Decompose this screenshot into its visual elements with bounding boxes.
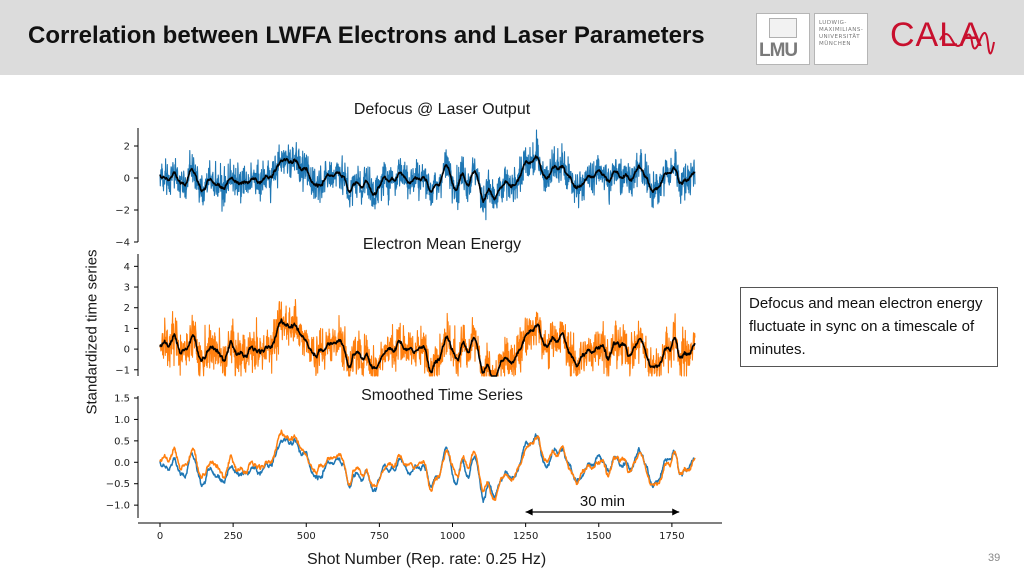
lmu-wordmark: LUDWIG- MAXIMILIANS- UNIVERSITÄT MÜNCHEN: [814, 13, 868, 65]
x-tick-label-2: 500: [297, 531, 316, 542]
x-tick-label-4: 1000: [440, 531, 465, 542]
lmu-logo-text: LMU: [759, 40, 798, 61]
y-tick-label-0-2: −2: [115, 206, 130, 217]
x-axis-label: Shot Number (Rep. rate: 0.25 Hz): [307, 551, 547, 568]
y-tick-label-1-4: 0: [124, 345, 130, 356]
series-energy-raw: [159, 298, 696, 377]
annotation-arrowhead-right: [672, 508, 680, 516]
cala-logo: CALA: [890, 16, 995, 55]
y-tick-label-0-0: 2: [124, 142, 130, 153]
panel-title-1: Electron Mean Energy: [363, 236, 521, 253]
y-tick-label-2-3: 0.0: [114, 458, 130, 469]
lmu-logo: LMU: [756, 13, 810, 65]
x-tick-label-1: 250: [224, 531, 243, 542]
y-tick-label-2-0: 1.5: [114, 394, 130, 405]
series-energy-smoothed: [159, 318, 696, 377]
x-tick-label-5: 1250: [513, 531, 538, 542]
x-tick-label-3: 750: [370, 531, 389, 542]
page-number: 39: [988, 552, 1001, 564]
series-defocus-raw: [159, 129, 696, 221]
y-tick-label-1-0: 4: [124, 262, 130, 273]
y-axis-label: Standardized time series: [83, 249, 101, 415]
lmu-word-3: UNIVERSITÄT: [819, 34, 861, 40]
y-tick-label-2-2: 0.5: [114, 436, 130, 447]
y-tick-label-0-1: 0: [124, 174, 130, 185]
series-smoothed-energy: [159, 429, 696, 501]
y-tick-label-2-4: −0.5: [106, 479, 130, 490]
series-defocus-smoothed: [159, 155, 696, 203]
panel-title-2: Smoothed Time Series: [361, 387, 523, 404]
page-title: Correlation between LWFA Electrons and L…: [28, 22, 705, 49]
y-tick-label-1-3: 1: [124, 324, 130, 335]
lmu-word-2: MAXIMILIANS-: [819, 27, 864, 33]
lmu-word-1: LUDWIG-: [819, 20, 847, 26]
annotation-label: 30 min: [580, 493, 625, 510]
x-tick-label-0: 0: [157, 531, 163, 542]
annotation-note-box: Defocus and mean electron energy fluctua…: [740, 287, 998, 367]
panel-title-0: Defocus @ Laser Output: [354, 101, 531, 118]
y-tick-label-1-1: 3: [124, 283, 130, 294]
x-tick-label-7: 1750: [659, 531, 684, 542]
lmu-seal-icon: [769, 18, 797, 38]
y-tick-label-1-5: −1: [115, 365, 130, 376]
x-tick-label-6: 1500: [586, 531, 611, 542]
y-tick-label-2-5: −1.0: [106, 501, 130, 512]
annotation-arrowhead-left: [525, 508, 533, 516]
cala-wave-icon: [939, 32, 995, 55]
y-tick-label-1-2: 2: [124, 303, 130, 314]
y-tick-label-2-1: 1.0: [114, 415, 130, 426]
y-tick-label-0-3: −4: [115, 238, 130, 249]
lmu-word-4: MÜNCHEN: [819, 41, 851, 47]
header-bar: Correlation between LWFA Electrons and L…: [0, 0, 1024, 75]
